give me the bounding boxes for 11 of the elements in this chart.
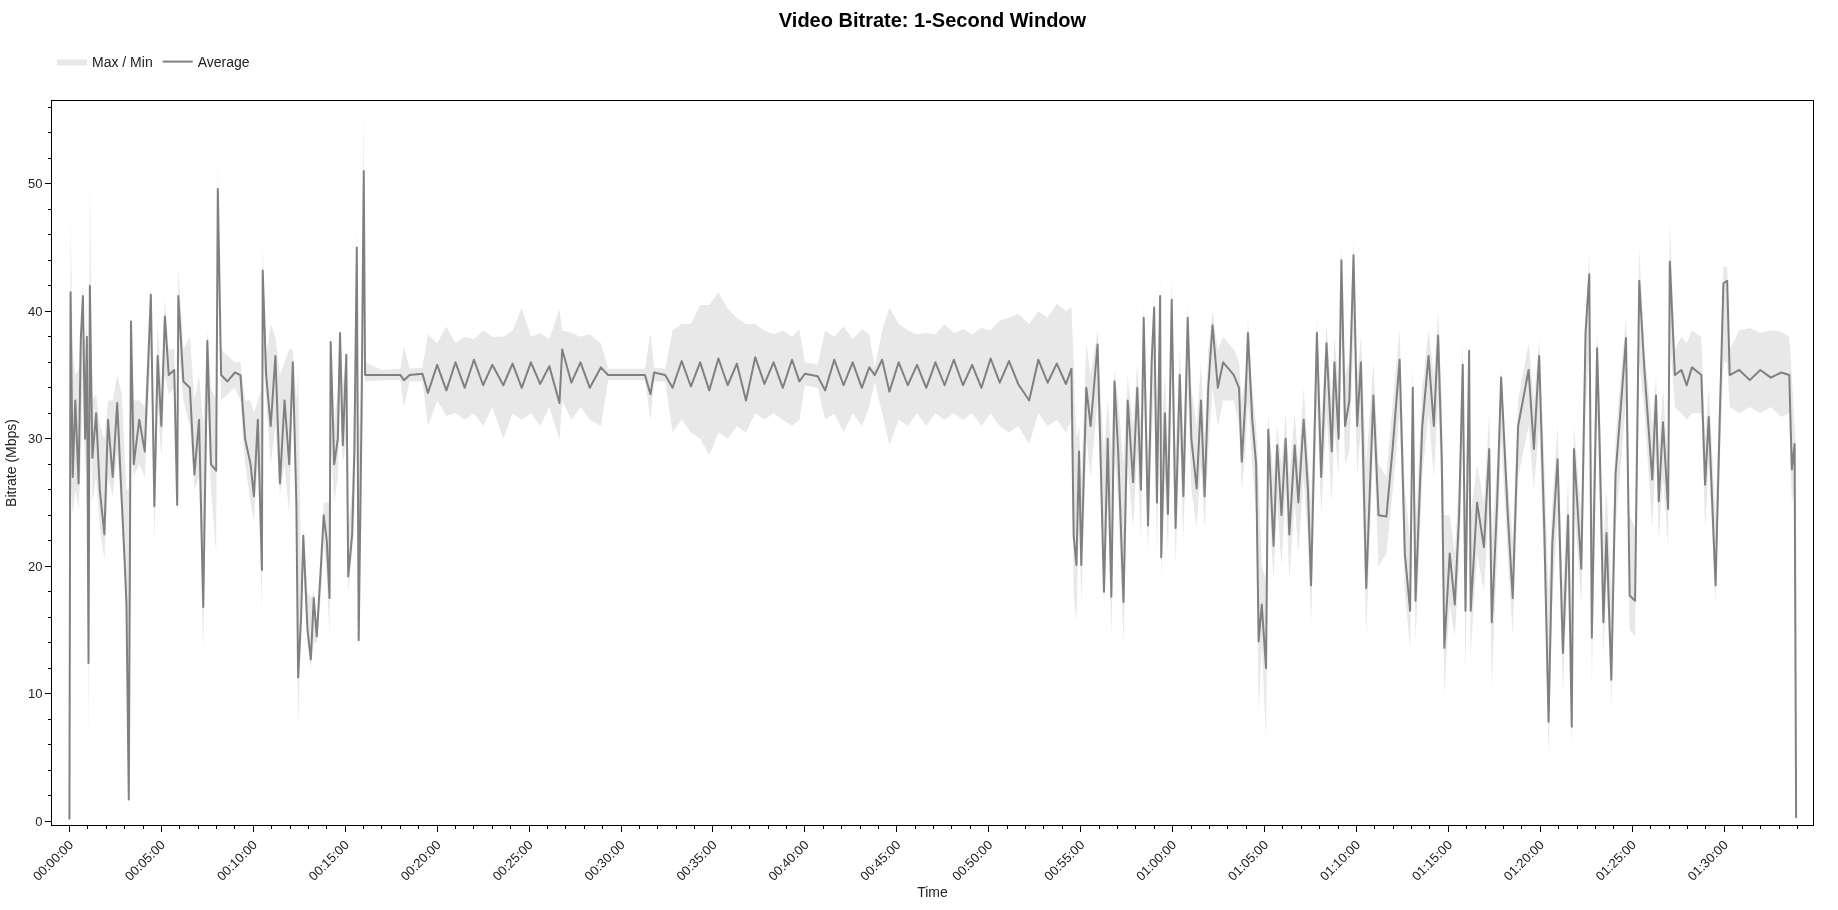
y-tick-label: 0 (35, 813, 43, 829)
legend-label: Max / Min (92, 54, 153, 71)
y-tick-label: 20 (27, 558, 43, 574)
y-axis-title: Bitrate (Mbps) (2, 419, 19, 507)
y-tick-label: 30 (27, 431, 43, 447)
chart-title: Video Bitrate: 1-Second Window (778, 9, 1087, 31)
x-axis-title: Time (917, 883, 949, 900)
legend-label: Average (197, 54, 250, 71)
y-tick-label: 50 (27, 176, 43, 192)
y-tick-label: 40 (27, 303, 43, 319)
y-tick-label: 10 (27, 686, 43, 702)
